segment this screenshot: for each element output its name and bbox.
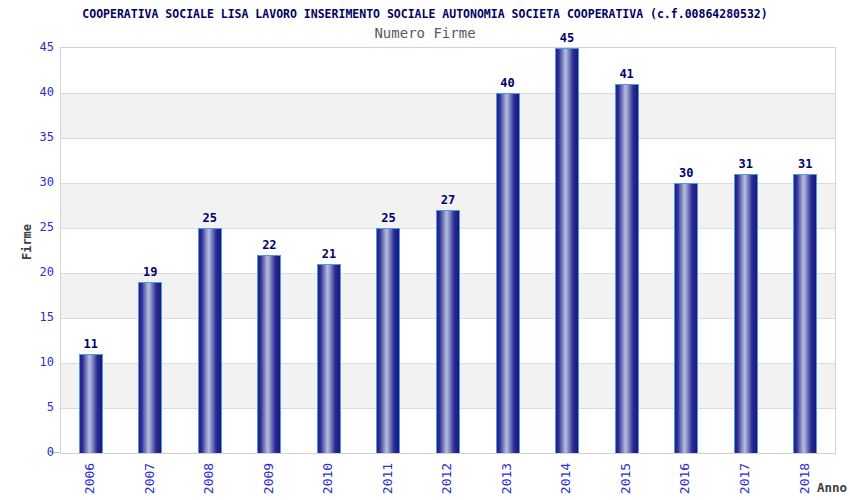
bar: [674, 183, 698, 453]
bar: [376, 228, 400, 453]
bar-slot: 19: [121, 48, 181, 453]
bar: [257, 255, 281, 453]
bar-value-label: 30: [656, 166, 716, 180]
x-tick-label-text: 2006: [82, 462, 97, 493]
bar-value-label: 31: [775, 157, 835, 171]
x-tick-label-text: 2011: [380, 462, 395, 493]
plot-area: 11192522212527404541303131: [60, 47, 836, 454]
bar: [198, 228, 222, 453]
bar: [734, 174, 758, 453]
bar-slot: 25: [180, 48, 240, 453]
x-tick-label: 2009: [239, 456, 299, 500]
bar-value-label: 25: [359, 211, 419, 225]
bar: [79, 354, 103, 453]
bar: [317, 264, 341, 453]
bar-value-label: 25: [180, 211, 240, 225]
bar-slot: 30: [656, 48, 716, 453]
chart-title: COOPERATIVA SOCIALE LISA LAVORO INSERIME…: [0, 7, 850, 21]
x-tick-label-text: 2009: [261, 462, 276, 493]
bar-slot: 21: [299, 48, 359, 453]
bar-value-label: 22: [240, 238, 300, 252]
x-tick-label: 2010: [298, 456, 358, 500]
x-tick-label-text: 2013: [499, 462, 514, 493]
x-tick-label: 2016: [655, 456, 715, 500]
y-tick-label: 40: [18, 84, 54, 100]
bar-value-label: 27: [418, 193, 478, 207]
y-tick-label: 15: [18, 309, 54, 325]
bar-slot: 11: [61, 48, 121, 453]
bar-slot: 31: [716, 48, 776, 453]
x-tick-label: 2006: [60, 456, 120, 500]
bar: [615, 84, 639, 453]
x-tick-label-text: 2010: [320, 462, 335, 493]
x-tick-label: 2013: [477, 456, 537, 500]
bar-slot: 31: [775, 48, 835, 453]
x-tick-label-text: 2015: [618, 462, 633, 493]
bar: [436, 210, 460, 453]
chart-canvas: COOPERATIVA SOCIALE LISA LAVORO INSERIME…: [0, 0, 850, 500]
x-tick-label: 2017: [715, 456, 775, 500]
x-tick-label-text: 2007: [142, 462, 157, 493]
y-tick-label: 45: [18, 39, 54, 55]
y-tick-label: 10: [18, 354, 54, 370]
x-tick-label: 2007: [120, 456, 180, 500]
bar: [138, 282, 162, 453]
bar-value-label: 41: [597, 67, 657, 81]
bar-slot: 27: [418, 48, 478, 453]
bar-slot: 40: [478, 48, 538, 453]
bar-value-label: 40: [478, 76, 538, 90]
chart-subtitle: Numero Firme: [0, 25, 850, 41]
y-axis-title: Firme: [16, 172, 38, 312]
x-tick-label: 2018: [774, 456, 834, 500]
x-tick-label: 2008: [179, 456, 239, 500]
bar-slot: 25: [359, 48, 419, 453]
bar: [793, 174, 817, 453]
y-tick-label: 20: [18, 264, 54, 280]
x-tick-label-text: 2008: [201, 462, 216, 493]
bar-value-label: 45: [537, 31, 597, 45]
x-tick-label-text: 2014: [559, 462, 574, 493]
x-tick-label-text: 2016: [678, 462, 693, 493]
bar-value-label: 11: [61, 337, 121, 351]
bar-slot: 45: [537, 48, 597, 453]
bar-slot: 22: [240, 48, 300, 453]
bar: [555, 48, 579, 453]
x-tick-label: 2015: [596, 456, 656, 500]
y-tick-label: 30: [18, 174, 54, 190]
x-tick-label: 2011: [358, 456, 418, 500]
y-tick-label: 35: [18, 129, 54, 145]
x-tick-label-text: 2012: [439, 462, 454, 493]
bar-value-label: 31: [716, 157, 776, 171]
x-tick-label: 2014: [536, 456, 596, 500]
y-tick-label: 25: [18, 219, 54, 235]
x-tick-label: 2012: [417, 456, 477, 500]
bar-value-label: 19: [121, 265, 181, 279]
x-tick-label-text: 2017: [737, 462, 752, 493]
bar: [496, 93, 520, 453]
x-tick-label-text: 2018: [797, 462, 812, 493]
y-tick-label: 5: [18, 399, 54, 415]
y-tick-label: 0: [18, 444, 54, 460]
bar-slot: 41: [597, 48, 657, 453]
bar-value-label: 21: [299, 247, 359, 261]
